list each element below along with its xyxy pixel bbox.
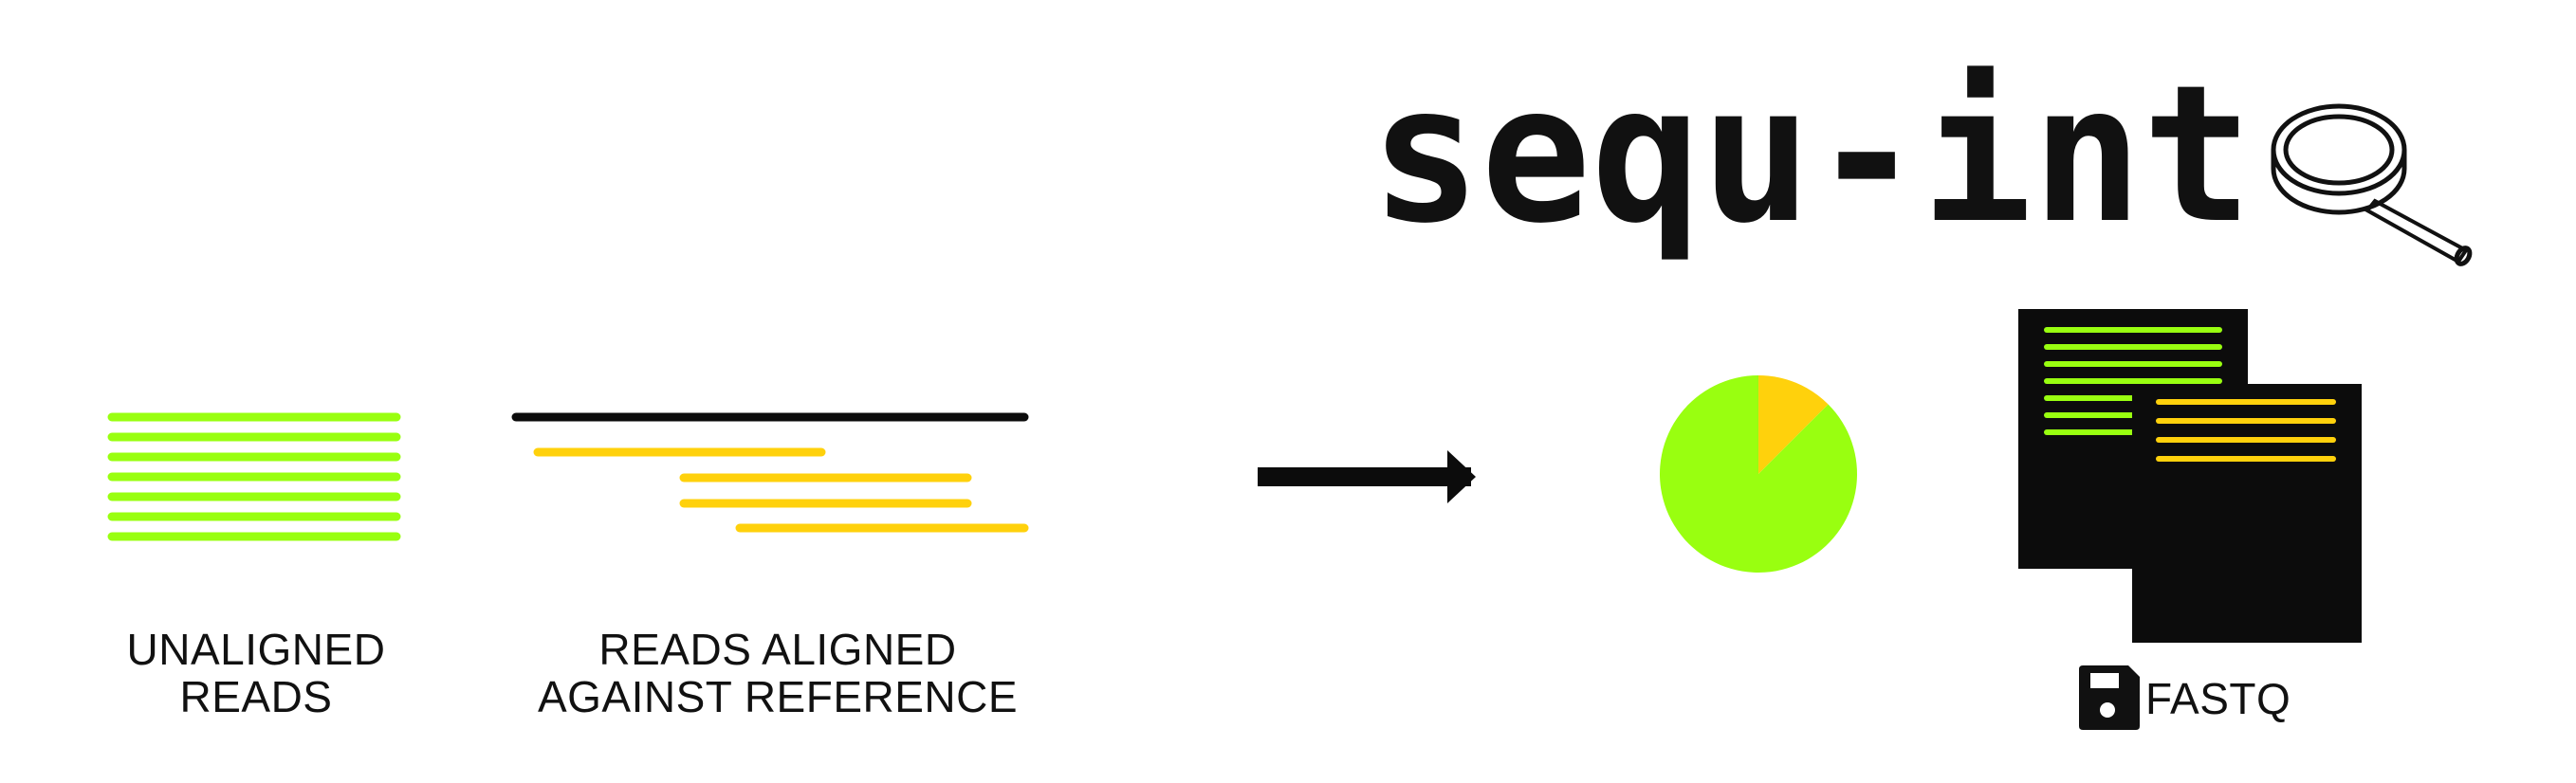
fastq-label: FASTQ [2145,674,2291,723]
caption-line: UNALIGNED [126,625,386,674]
magnifying-glass-icon [2271,103,2473,266]
fastq-documents [2018,309,2362,643]
floppy-disk-icon [2079,665,2140,730]
unaligned-reads [107,412,401,541]
unaligned-reads-caption: UNALIGNED READS [95,626,417,720]
logo: sequ-int [1371,45,2473,266]
arrow-right-icon [1258,450,1476,503]
pie-slice-aligned [1758,375,1829,474]
caption-line: READS ALIGNED [598,625,957,674]
pie-slice-unaligned [1660,375,1857,573]
caption-line: READS [179,672,333,721]
document-front [2132,384,2362,643]
aligned-reads [511,412,1029,533]
caption-line: AGAINST REFERENCE [537,672,1019,721]
aligned-reads-caption: READS ALIGNED AGAINST REFERENCE [503,626,1053,720]
logo-text: sequ-int [1371,45,2253,265]
pie-chart [1660,375,1857,573]
